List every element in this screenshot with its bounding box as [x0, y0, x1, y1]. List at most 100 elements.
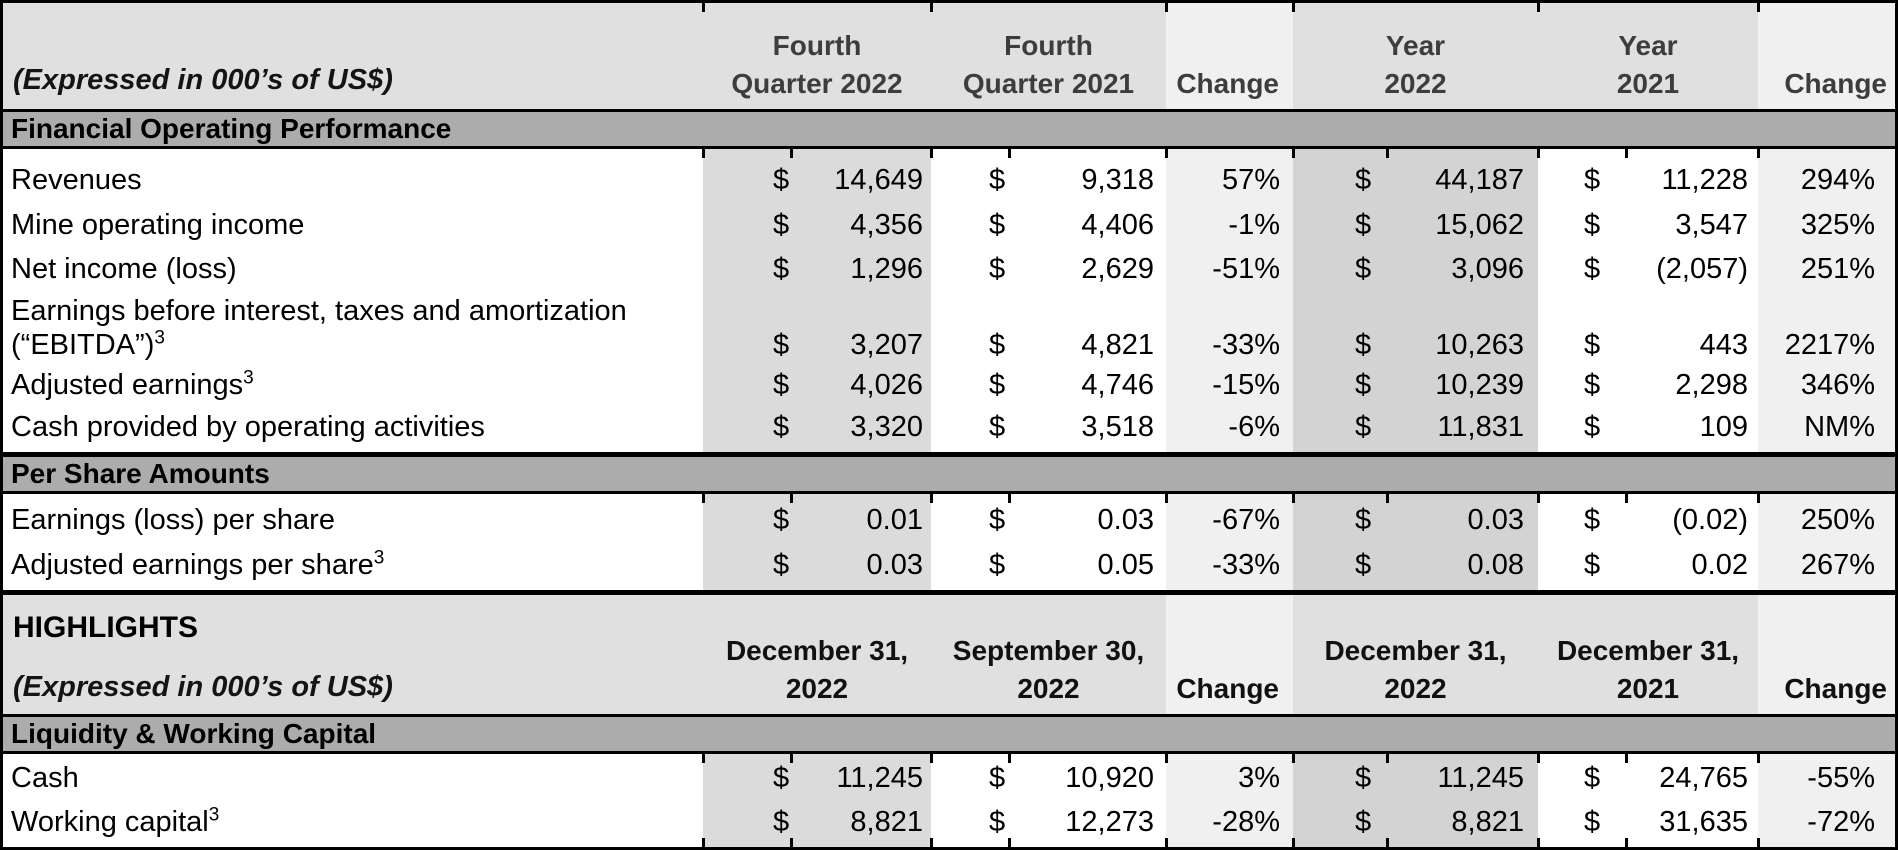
separator	[3, 109, 1895, 112]
dollar-sign: $	[773, 369, 790, 401]
value-cell: $0.05	[931, 545, 1166, 590]
change-value: -6%	[1228, 411, 1280, 443]
grid-tick	[1757, 838, 1760, 847]
col-header-change-year: Change	[1758, 3, 1895, 109]
table-row: Cash $11,245 $10,920 3% $11,245 $24,765 -55%	[3, 754, 1895, 803]
change-value: -15%	[1212, 369, 1280, 401]
value-cell: $1,296	[703, 250, 931, 294]
value-cell: $4,746	[931, 366, 1166, 410]
row-label-text: Earnings (loss) per share	[11, 504, 335, 536]
change-value: -72%	[1807, 806, 1875, 838]
grid-tick	[1165, 3, 1168, 12]
col-header-line: Change	[1176, 68, 1279, 99]
change-value-cell: 251%	[1758, 250, 1895, 294]
liquidity-working-capital-rows: Cash $11,245 $10,920 3% $11,245 $24,765 -55% Wo…	[3, 754, 1895, 847]
value-cell: $4,406	[931, 205, 1166, 250]
table-row: Cash provided by operating activities $3,…	[3, 410, 1895, 452]
value: 11,245	[836, 762, 923, 794]
footnote-ref: 3	[373, 547, 385, 569]
dollar-sign: $	[989, 253, 1006, 285]
separator	[3, 491, 1895, 494]
dollar-sign: $	[773, 253, 790, 285]
grid-tick	[1625, 838, 1628, 847]
dollar-sign: $	[1355, 253, 1372, 285]
dollar-sign: $	[773, 549, 790, 581]
dollar-sign: $	[1355, 549, 1372, 581]
section-header: Liquidity & Working Capital	[3, 717, 1895, 751]
separator	[3, 452, 1895, 457]
grid-tick	[1537, 494, 1540, 503]
grid-tick	[702, 149, 705, 158]
value-cell: $109	[1538, 410, 1758, 452]
change-value-cell: 346%	[1758, 366, 1895, 410]
value-cell: $9,318	[931, 149, 1166, 205]
value-cell: $3,096	[1293, 250, 1538, 294]
row-label-line: Adjusted earnings3	[11, 368, 254, 402]
dollar-sign: $	[989, 504, 1006, 536]
row-label: Working capital3	[3, 803, 703, 847]
value-cell: $0.03	[703, 545, 931, 590]
row-label-line: (“EBITDA”)3	[11, 328, 165, 362]
change-value-cell: NM%	[1758, 410, 1895, 452]
value: 11,245	[1437, 762, 1524, 794]
col-header-line: December 31,	[1556, 635, 1740, 666]
table-row: Earnings before interest, taxes and amor…	[3, 294, 1895, 370]
change-value-cell: -55%	[1758, 754, 1895, 803]
value-cell: $3,207	[703, 294, 931, 370]
dollar-sign: $	[1584, 369, 1601, 401]
change-value: 2217%	[1784, 329, 1875, 361]
change-value-cell: 250%	[1758, 494, 1895, 545]
separator	[3, 751, 1895, 754]
grid-tick	[930, 838, 933, 847]
dollar-sign: $	[773, 164, 790, 196]
change-value-cell: 294%	[1758, 149, 1895, 205]
col-header-line: Change	[1176, 673, 1279, 704]
financial-operating-performance-rows: Revenues $14,649 $9,318 57% $44,187 $11,228 29…	[3, 149, 1895, 452]
table-row: Revenues $14,649 $9,318 57% $44,187 $11,228 29…	[3, 149, 1895, 205]
change-value: -67%	[1212, 504, 1280, 536]
grid-tick	[930, 3, 933, 12]
section-header: Per Share Amounts	[3, 457, 1895, 491]
grid-tick	[930, 494, 933, 503]
col-header-year-2022: Year 2022	[1293, 3, 1538, 109]
dollar-sign: $	[989, 369, 1006, 401]
highlights-title: HIGHLIGHTS	[13, 611, 198, 644]
row-label-line: Net income (loss)	[11, 252, 237, 286]
value-cell: $11,228	[1538, 149, 1758, 205]
change-value-cell: -51%	[1166, 250, 1293, 294]
change-value: 251%	[1800, 253, 1875, 285]
value: 10,920	[1065, 762, 1154, 794]
col-header-december-31-2021: December 31, 2021	[1538, 595, 1758, 714]
row-label: Adjusted earnings per share3	[3, 545, 703, 590]
dollar-sign: $	[773, 209, 790, 241]
value-cell: $8,821	[703, 803, 931, 847]
value: 14,649	[834, 164, 923, 196]
value: (2,057)	[1656, 253, 1748, 285]
value-cell: $443	[1538, 294, 1758, 370]
value: 4,821	[1081, 329, 1154, 361]
dollar-sign: $	[1584, 806, 1601, 838]
dollar-sign: $	[1584, 504, 1601, 536]
footnote-ref: 3	[154, 327, 165, 349]
value-cell: $4,356	[703, 205, 931, 250]
dollar-sign: $	[989, 806, 1006, 838]
value: 0.05	[1097, 549, 1154, 581]
grid-tick	[1625, 494, 1628, 503]
table-row: Mine operating income $4,356 $4,406 -1% $15,…	[3, 205, 1895, 250]
value: 4,356	[850, 209, 923, 241]
col-header-change-quarter: Change	[1166, 595, 1293, 714]
value: 15,062	[1435, 209, 1524, 241]
table-row: Adjusted earnings per share3 $0.03 $0.05 -3…	[3, 545, 1895, 590]
value-cell: $3,547	[1538, 205, 1758, 250]
col-header-line: Year	[1618, 30, 1678, 61]
value: 8,821	[1451, 806, 1524, 838]
change-value: -28%	[1212, 806, 1280, 838]
value-cell: $0.01	[703, 494, 931, 545]
change-value: -33%	[1212, 549, 1280, 581]
change-value: 3%	[1238, 762, 1280, 794]
value: 0.08	[1467, 549, 1524, 581]
change-value-cell: -6%	[1166, 410, 1293, 452]
value: 2,298	[1675, 369, 1748, 401]
row-label: Revenues	[3, 149, 703, 205]
dollar-sign: $	[1584, 762, 1601, 794]
